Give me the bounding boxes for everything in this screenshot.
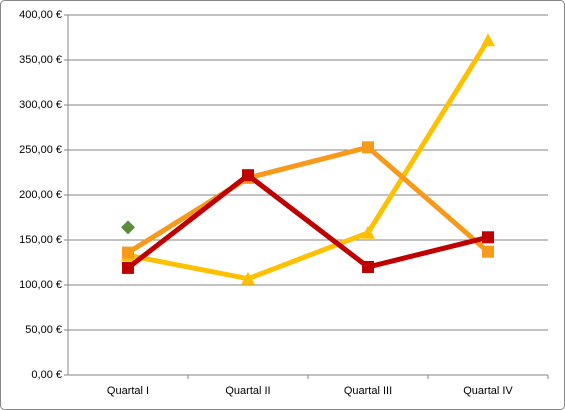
marker bbox=[482, 245, 494, 258]
y-tick-label: 0,00 € bbox=[31, 369, 62, 381]
marker bbox=[122, 261, 134, 274]
marker bbox=[482, 231, 494, 244]
y-tick-label: 300,00 € bbox=[19, 99, 62, 111]
marker bbox=[481, 33, 495, 47]
y-tick-label: 350,00 € bbox=[19, 54, 62, 66]
y-tick-label: 400,00 € bbox=[19, 9, 62, 21]
marker bbox=[122, 246, 134, 259]
x-tick-label: Quartal I bbox=[107, 385, 149, 397]
marker bbox=[121, 220, 135, 235]
x-tick-label: Quartal IV bbox=[463, 385, 513, 397]
y-tick-label: 50,00 € bbox=[25, 324, 62, 336]
y-tick-label: 150,00 € bbox=[19, 234, 62, 246]
marker bbox=[242, 169, 254, 182]
x-tick-label: Quartal II bbox=[225, 385, 270, 397]
marker bbox=[362, 141, 374, 154]
series-line bbox=[127, 38, 491, 282]
x-tick-label: Quartal III bbox=[344, 385, 392, 397]
marker bbox=[361, 225, 375, 239]
y-tick-label: 250,00 € bbox=[19, 144, 62, 156]
series-line bbox=[126, 144, 490, 255]
marker bbox=[241, 271, 255, 285]
y-tick-label: 200,00 € bbox=[19, 189, 62, 201]
marker bbox=[362, 261, 374, 273]
y-tick-label: 100,00 € bbox=[19, 279, 62, 291]
series-line bbox=[126, 172, 489, 270]
